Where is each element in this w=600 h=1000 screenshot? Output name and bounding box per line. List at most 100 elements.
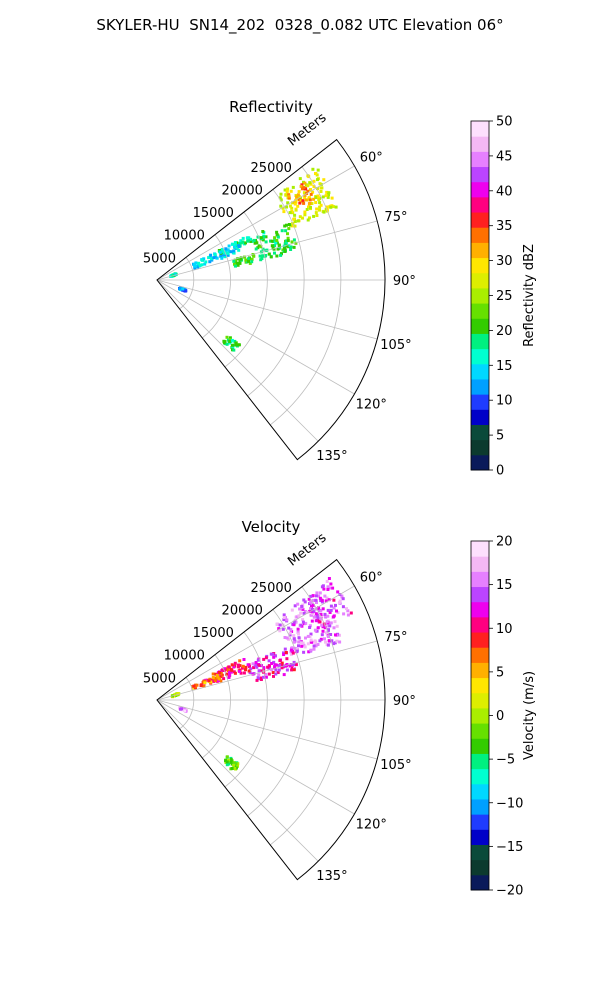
echo-cell	[290, 647, 293, 650]
colorbar-swatch	[471, 348, 489, 365]
echo-cell	[279, 198, 283, 202]
echo-cell	[323, 594, 327, 598]
echo-cell	[233, 262, 236, 266]
echo-cell	[232, 761, 236, 765]
echo-cell	[307, 196, 311, 200]
echo-cell	[326, 614, 330, 618]
echo-cell	[286, 232, 289, 236]
echo-cell	[230, 668, 234, 672]
colorbar-swatch	[471, 181, 489, 198]
echo-cell	[285, 244, 289, 248]
echo-cell	[346, 609, 350, 613]
echo-cell	[314, 640, 318, 644]
echo-cell	[192, 684, 196, 688]
echo-cell	[293, 213, 297, 217]
echo-cell	[271, 652, 275, 656]
echo-cell	[266, 665, 270, 669]
echo-cell	[275, 622, 279, 626]
echo-cell	[228, 673, 232, 677]
echo-cell	[292, 245, 296, 249]
echo-cell	[277, 627, 281, 631]
echo-cell	[239, 257, 243, 261]
echo-cell	[314, 594, 318, 598]
echo-cell	[308, 216, 311, 220]
echo-cell	[276, 247, 280, 251]
echo-cell	[332, 615, 335, 619]
echo-cell	[329, 633, 333, 636]
echo-cell	[328, 611, 332, 614]
echo-cell	[284, 664, 288, 668]
echo-cell	[220, 256, 224, 260]
echo-cell	[248, 671, 252, 675]
echo-cell	[281, 623, 285, 627]
echo-cell	[317, 196, 321, 200]
echo-cell	[310, 613, 313, 617]
echo-cell	[287, 227, 291, 231]
echo-cell	[279, 253, 283, 257]
echo-cell	[314, 619, 318, 623]
echo-cell	[295, 649, 299, 653]
echo-cell	[234, 766, 238, 770]
echo-cell	[317, 594, 321, 598]
echo-cell	[228, 340, 232, 343]
range-tick-label: 25000	[251, 161, 292, 176]
echo-cell	[218, 675, 222, 679]
azimuth-tick-label: 90°	[393, 274, 416, 289]
echo-cell	[278, 196, 282, 200]
echo-cell	[292, 217, 296, 221]
echo-cell	[316, 616, 320, 620]
echo-cell	[288, 631, 292, 635]
echo-cell	[319, 599, 323, 602]
echo-cell	[316, 194, 320, 198]
echo-cell	[304, 187, 308, 191]
echo-cell	[308, 609, 312, 613]
echo-cell	[199, 684, 203, 688]
echo-cell	[321, 629, 325, 633]
echo-cell	[273, 236, 277, 240]
echo-cell	[235, 246, 239, 250]
echo-cell	[293, 219, 297, 223]
echo-cell	[291, 185, 295, 189]
echo-cell	[288, 664, 292, 668]
echo-cell	[193, 266, 197, 270]
echo-cell	[309, 594, 313, 598]
echo-cell	[292, 620, 296, 624]
colorbar-swatch	[471, 439, 489, 456]
echo-cell	[275, 233, 279, 236]
echo-cell	[319, 617, 323, 620]
azimuth-gridline	[156, 165, 355, 281]
echo-cell	[226, 248, 230, 252]
echo-cell	[248, 237, 252, 241]
colorbar-tick-label: 20	[496, 324, 513, 339]
echo-cell	[198, 264, 202, 267]
echo-cell	[290, 210, 294, 213]
echo-cell	[285, 636, 289, 640]
echo-cell	[244, 241, 247, 245]
echo-cell	[269, 255, 273, 259]
echo-cell	[283, 250, 287, 253]
echo-cell	[318, 182, 322, 186]
echo-cell	[335, 609, 338, 613]
echo-cell	[275, 239, 279, 242]
echo-cell	[264, 235, 268, 239]
echo-cell	[322, 210, 326, 214]
echo-cell	[249, 667, 253, 671]
colorbar-label: Velocity (m/s)	[522, 671, 537, 760]
colorbar-swatch	[471, 121, 489, 137]
echo-cell	[256, 676, 260, 680]
echo-cell	[285, 663, 289, 666]
echo-cell	[208, 260, 212, 264]
echo-cell	[336, 590, 340, 594]
azimuth-tick-label: 135°	[316, 449, 347, 464]
echo-cell	[296, 204, 300, 208]
echo-cell	[272, 674, 275, 678]
colorbar-swatch	[471, 859, 489, 876]
echo-cell	[345, 607, 348, 611]
echo-cell	[328, 586, 332, 590]
echo-cell	[309, 607, 312, 611]
colorbar-swatch	[471, 707, 489, 724]
echo-cell	[232, 348, 236, 352]
echo-cell	[241, 240, 245, 244]
echo-cell	[262, 657, 266, 661]
echo-cell	[273, 666, 276, 670]
